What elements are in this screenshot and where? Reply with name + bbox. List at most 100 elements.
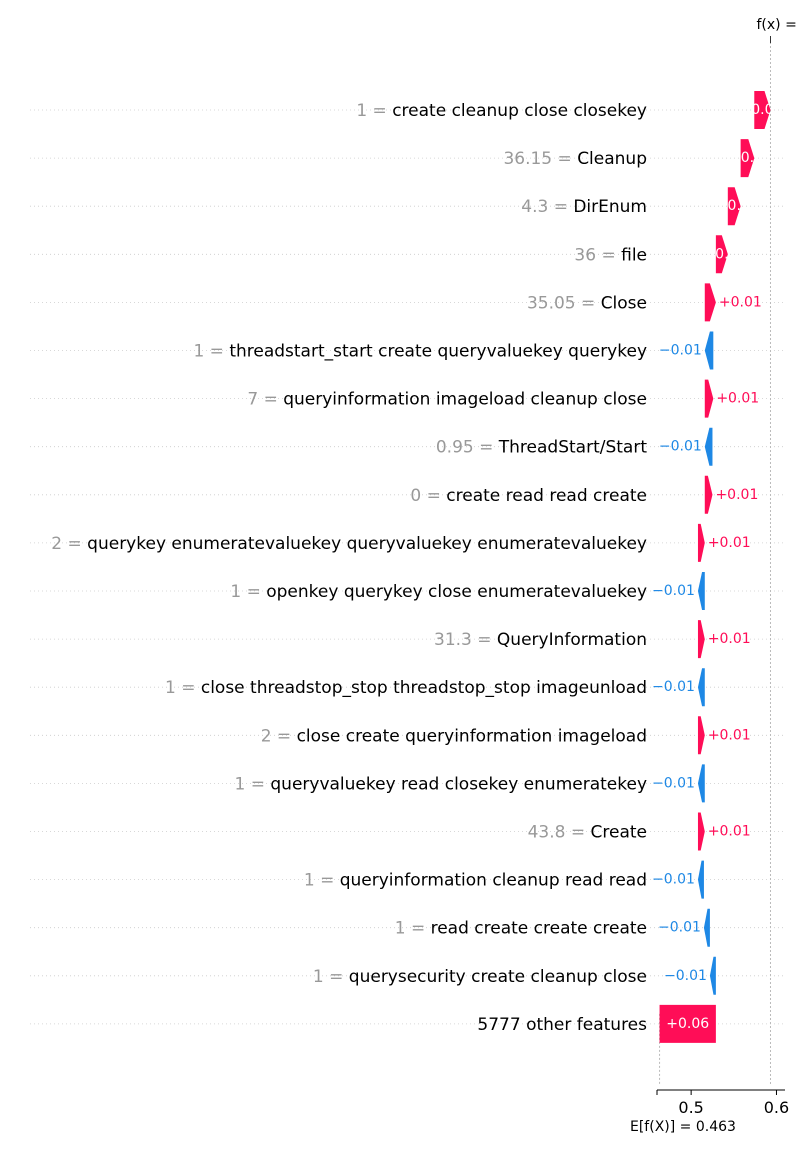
- feature-value: 1 =: [193, 342, 229, 362]
- feature-name: ThreadStart/Start: [498, 438, 648, 458]
- feature-label: 36.15 = Cleanup: [503, 149, 647, 169]
- shap-value-label: +0.06: [666, 1016, 709, 1032]
- feature-value: 43.8 =: [528, 823, 591, 843]
- feature-value: 2 =: [261, 726, 297, 746]
- positive-shap-bar: [704, 475, 713, 514]
- feature-value: 0 =: [410, 486, 446, 506]
- negative-shap-bar: [704, 427, 713, 466]
- feature-label: 1 = close threadstop_stop threadstop_sto…: [165, 678, 647, 698]
- x-axis: 0.5 0.6: [656, 1089, 789, 1117]
- feature-label: 2 = close create queryinformation imagel…: [261, 726, 647, 746]
- shap-value-label: +0.01: [716, 391, 759, 407]
- feature-labels: 0.0 1 = create cleanup close closekey 0. 36…: [51, 101, 773, 1035]
- feature-name: Close: [601, 293, 647, 313]
- feature-value: 4.3 =: [521, 197, 573, 217]
- feature-name: create read read create: [446, 486, 647, 506]
- positive-shap-bar: [697, 812, 705, 851]
- shap-value-label: −0.01: [664, 968, 707, 984]
- positive-shap-bar: [704, 283, 716, 322]
- feature-value: 0.95 =: [436, 438, 499, 458]
- feature-label: 0.95 = ThreadStart/Start: [436, 438, 647, 458]
- shap-value-label: 0.: [741, 150, 754, 166]
- feature-name: close threadstop_stop threadstop_stop im…: [201, 678, 647, 698]
- feature-label: 0 = create read read create: [410, 486, 647, 506]
- feature-value: 7 =: [247, 390, 283, 410]
- feature-name: queryinformation cleanup read read: [340, 871, 647, 891]
- feature-name: querykey enumeratevaluekey queryvaluekey…: [87, 534, 647, 554]
- positive-shap-bar: [659, 1004, 716, 1043]
- shap-value-label: +0.01: [708, 824, 751, 840]
- feature-name: Create: [591, 823, 648, 843]
- feature-name: queryvaluekey read closekey enumeratekey: [270, 774, 647, 794]
- feature-value: 1 =: [235, 774, 271, 794]
- feature-label: 1 = querysecurity create cleanup close: [313, 967, 647, 987]
- feature-value: 1 =: [395, 919, 431, 939]
- feature-name: openkey querykey close enumeratevaluekey: [266, 582, 647, 602]
- feature-value: 35.05 =: [527, 293, 601, 313]
- feature-label: 43.8 = Create: [528, 823, 647, 843]
- shap-value-label: +0.01: [719, 294, 762, 310]
- positive-shap-bar: [740, 139, 755, 178]
- shap-value-label: −0.01: [659, 439, 702, 455]
- shap-value-label: 0.0: [751, 102, 773, 118]
- shap-value-label: −0.01: [652, 872, 695, 888]
- feature-value: 31.3 =: [434, 630, 497, 650]
- shap-value-label: +0.01: [708, 535, 751, 551]
- feature-name: queryinformation imageload cleanup close: [283, 390, 647, 410]
- positive-shap-bar: [697, 716, 705, 755]
- positive-shap-bar: [754, 91, 771, 129]
- positive-shap-bar: [697, 620, 705, 659]
- feature-name: file: [621, 245, 647, 265]
- negative-shap-bar: [704, 331, 714, 370]
- expected-value-label: E[f(X)] = 0.463: [630, 1119, 736, 1135]
- feature-value: 1 =: [356, 101, 392, 121]
- feature-name: querysecurity create cleanup close: [349, 967, 647, 987]
- feature-label: 7 = queryinformation imageload cleanup c…: [247, 390, 647, 410]
- feature-value: 1 =: [304, 871, 340, 891]
- negative-shap-bar: [703, 908, 710, 947]
- feature-label: 1 = queryvaluekey read closekey enumerat…: [235, 774, 648, 794]
- feature-value: 36 =: [574, 245, 621, 265]
- feature-label: 1 = threadstart_start create queryvaluek…: [193, 342, 647, 362]
- negative-shap-bar: [697, 860, 704, 899]
- feature-name: create cleanup close closekey: [392, 101, 647, 121]
- feature-name: close create queryinformation imageload: [297, 726, 647, 746]
- shap-value-label: −0.01: [652, 679, 695, 695]
- feature-value: 2 =: [51, 534, 87, 554]
- feature-label: 1 = queryinformation cleanup read read: [304, 871, 647, 891]
- feature-name: DirEnum: [573, 197, 647, 217]
- feature-label: 2 = querykey enumeratevaluekey queryvalu…: [51, 534, 647, 554]
- negative-shap-bar: [697, 572, 705, 610]
- feature-name: Cleanup: [577, 149, 647, 169]
- feature-label: 36 = file: [574, 245, 647, 265]
- shap-value-label: −0.01: [658, 920, 701, 936]
- negative-shap-bar: [709, 956, 716, 995]
- feature-name: 5777 other features: [477, 1015, 647, 1035]
- negative-shap-bar: [697, 764, 705, 803]
- feature-label: 4.3 = DirEnum: [521, 197, 647, 217]
- shap-value-label: 0.: [728, 198, 741, 214]
- positive-shap-bar: [704, 379, 714, 418]
- feature-label: 1 = create cleanup close closekey: [356, 101, 647, 121]
- shap-value-label: +0.01: [708, 631, 751, 647]
- positive-shap-bar: [697, 523, 705, 562]
- feature-label: 5777 other features: [477, 1015, 647, 1035]
- shap-value-label: −0.01: [652, 583, 695, 599]
- feature-label: 31.3 = QueryInformation: [434, 630, 647, 650]
- feature-label: 35.05 = Close: [527, 293, 647, 313]
- shap-value-label: −0.01: [652, 775, 695, 791]
- feature-name: read create create create: [431, 919, 647, 939]
- feature-value: 1 =: [165, 678, 201, 698]
- chart-title: f(x) =: [756, 17, 796, 33]
- feature-value: 1 =: [313, 967, 349, 987]
- positive-shap-bar: [727, 187, 741, 226]
- x-tick-label: 0.6: [764, 1098, 789, 1117]
- shap-value-label: +0.01: [715, 487, 758, 503]
- shap-value-label: +0.01: [708, 727, 751, 743]
- x-tick-label: 0.5: [678, 1098, 703, 1117]
- feature-value: 36.15 =: [503, 149, 577, 169]
- feature-name: threadstart_start create queryvaluekey q…: [229, 342, 647, 362]
- positive-shap-bar: [715, 235, 728, 274]
- feature-label: 1 = openkey querykey close enumeratevalu…: [230, 582, 647, 602]
